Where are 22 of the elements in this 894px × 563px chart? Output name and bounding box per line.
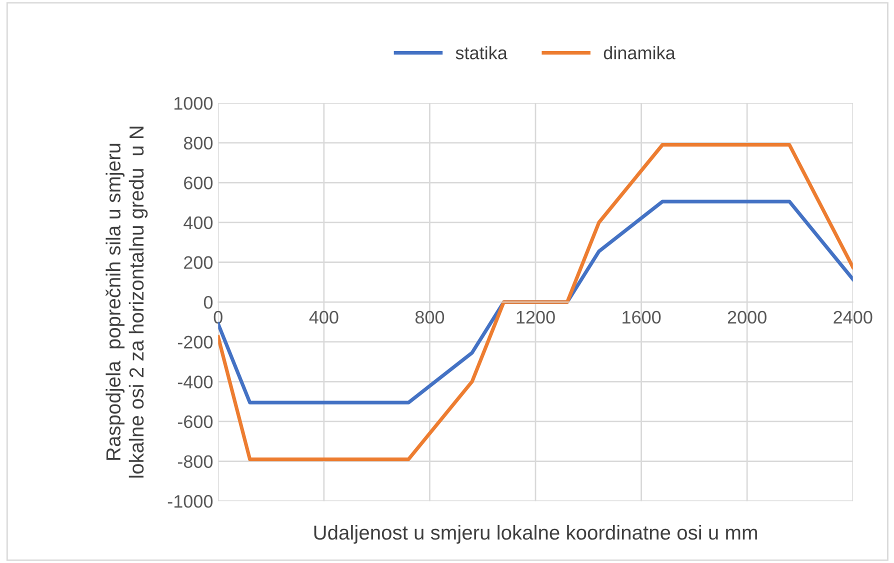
y-tick-label: 400 — [184, 216, 213, 230]
y-tick-label: 800 — [184, 136, 213, 150]
x-tick-label: 2000 — [728, 310, 766, 324]
x-tick-label: 2400 — [834, 310, 872, 324]
x-tick-label: 800 — [415, 310, 444, 324]
y-tick-label: 1000 — [174, 96, 213, 110]
y-tick-label: 0 — [204, 296, 213, 309]
y-tick-label: 200 — [184, 256, 213, 269]
x-axis-title: Udaljenost u smjeru lokalne koordinatne osi u mm — [314, 524, 757, 544]
y-tick-label: -1000 — [168, 495, 213, 508]
y-tick-label: -800 — [178, 455, 213, 468]
y-tick-label: -600 — [178, 415, 213, 428]
y-tick-label: -400 — [178, 376, 213, 388]
y-tick-label: 600 — [184, 176, 213, 190]
x-tick-label: 0 — [214, 310, 222, 324]
y-axis-title: Raspodjela poprečnih sila u smjeru lokalne osi 2 za horizontalnu gredu u N — [106, 126, 148, 478]
y-tick-label: -200 — [178, 336, 213, 349]
x-tick-label: 400 — [309, 310, 338, 324]
legend-label: dinamika — [604, 46, 676, 60]
legend-label: statika — [456, 46, 508, 60]
x-tick-label: 1200 — [516, 310, 555, 324]
x-tick-label: 1600 — [622, 310, 661, 324]
